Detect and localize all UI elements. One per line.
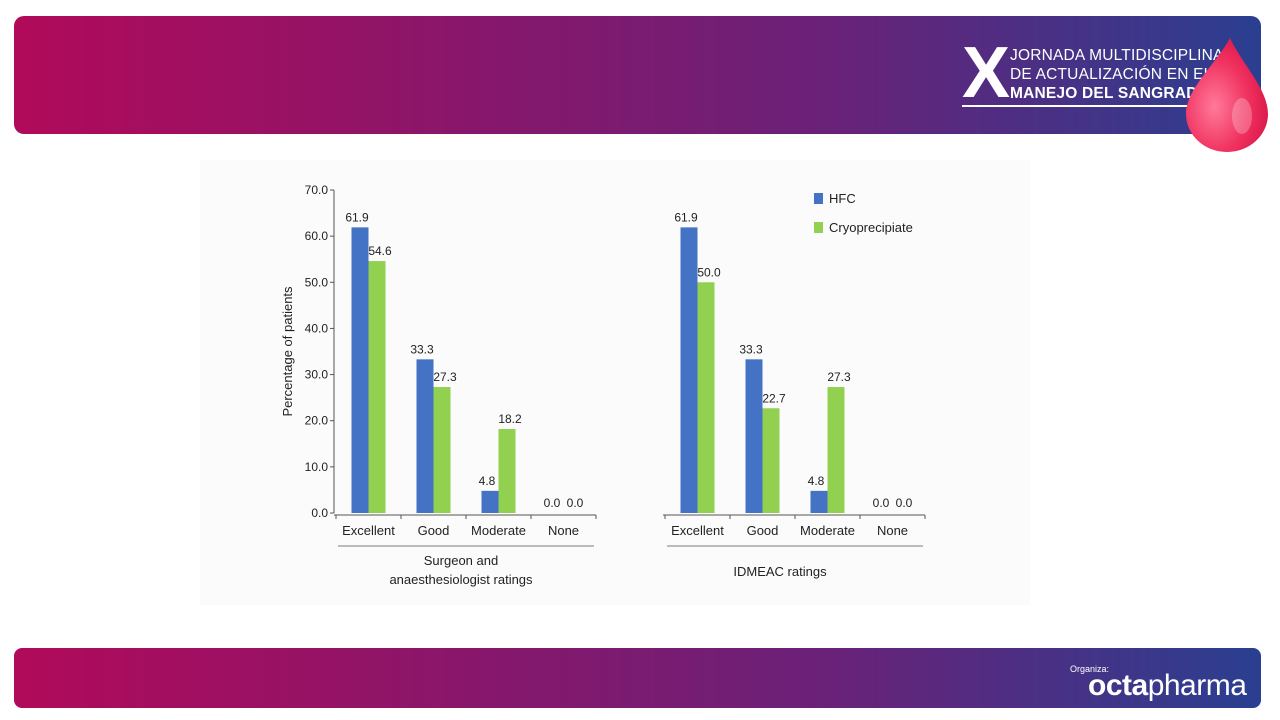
- data-label: 61.9: [345, 210, 369, 224]
- event-title: JORNADA MULTIDISCIPLINAR DE ACTUALIZACIÓ…: [1010, 46, 1235, 103]
- y-tick-label: 50.0: [305, 275, 329, 289]
- bar-hfc: [680, 227, 698, 513]
- header-banner: [14, 16, 1261, 134]
- data-label: 33.3: [739, 342, 763, 356]
- event-title-underline: [962, 105, 1210, 107]
- x-tick-label: Excellent: [671, 523, 724, 538]
- footer-banner: [14, 648, 1261, 708]
- y-tick-label: 20.0: [305, 414, 329, 428]
- bar-hfc: [351, 227, 369, 513]
- data-label: 0.0: [873, 496, 890, 510]
- chart-panel: 0.0 10.0 20.0 30.0 40.0 50.0 60.0 70.0 Percentag…: [200, 160, 1030, 605]
- blood-drop-icon: [1186, 38, 1268, 152]
- bar-cryoprecipiate: [827, 387, 845, 513]
- event-title-line-2: DE ACTUALIZACIÓN EN EL: [1010, 66, 1213, 83]
- brand-bold: octa: [1088, 669, 1148, 702]
- bar-cryoprecipiate: [697, 282, 715, 513]
- data-label: 0.0: [567, 496, 584, 510]
- x-tick-label: Moderate: [471, 523, 526, 538]
- data-label: 50.0: [697, 265, 721, 279]
- bar-cryoprecipiate: [368, 261, 386, 513]
- bar-hfc: [745, 359, 763, 513]
- y-tick-label: 40.0: [305, 321, 329, 335]
- event-numeral: X: [962, 33, 1011, 113]
- y-axis-label: Percentage of patients: [280, 286, 295, 417]
- data-label: 18.2: [498, 412, 522, 426]
- y-tick-label: 30.0: [305, 368, 329, 382]
- bar-hfc: [481, 490, 499, 513]
- data-label: 4.8: [479, 474, 496, 488]
- brand-regular: pharma: [1147, 669, 1247, 702]
- octapharma-logo: octapharma: [1088, 668, 1247, 704]
- data-label: 61.9: [674, 210, 698, 224]
- bar-cryoprecipiate: [498, 429, 516, 513]
- data-label: 22.7: [762, 391, 786, 405]
- group-label-line: anaesthesiologist ratings: [389, 572, 533, 587]
- y-tick-label: 10.0: [305, 460, 329, 474]
- data-label: 33.3: [410, 342, 434, 356]
- legend-label: HFC: [829, 191, 856, 206]
- data-label: 0.0: [544, 496, 561, 510]
- organizer-label: Organiza:: [1070, 664, 1110, 674]
- y-tick-label: 70.0: [305, 183, 329, 197]
- bar-hfc: [810, 490, 828, 513]
- group-label-line: Surgeon and: [424, 553, 498, 568]
- x-tick-label: Good: [747, 523, 779, 538]
- x-tick-label: Excellent: [342, 523, 395, 538]
- bar-hfc: [416, 359, 434, 513]
- y-tick-label: 60.0: [305, 229, 329, 243]
- legend-swatch-cryoprecipiate: [814, 222, 823, 233]
- bar-cryoprecipiate: [762, 408, 780, 513]
- data-label: 54.6: [368, 244, 392, 258]
- data-label: 0.0: [896, 496, 913, 510]
- bar-cryoprecipiate: [433, 387, 451, 513]
- data-label: 4.8: [808, 474, 825, 488]
- data-label: 27.3: [433, 370, 457, 384]
- x-tick-label: Moderate: [800, 523, 855, 538]
- legend-swatch-hfc: [814, 193, 823, 204]
- x-tick-label: Good: [418, 523, 450, 538]
- event-title-line-3: MANEJO DEL SANGRADO: [1010, 85, 1210, 102]
- group-label-line: IDMEAC ratings: [733, 564, 827, 579]
- y-tick-label: 0.0: [311, 506, 328, 520]
- x-tick-label: None: [877, 523, 908, 538]
- bar-chart: 0.0 10.0 20.0 30.0 40.0 50.0 60.0 70.0 Percentag…: [280, 183, 926, 587]
- x-tick-label: None: [548, 523, 579, 538]
- data-label: 27.3: [827, 370, 851, 384]
- legend-label: Cryoprecipiate: [829, 220, 913, 235]
- event-title-line-1: JORNADA MULTIDISCIPLINAR: [1010, 47, 1235, 64]
